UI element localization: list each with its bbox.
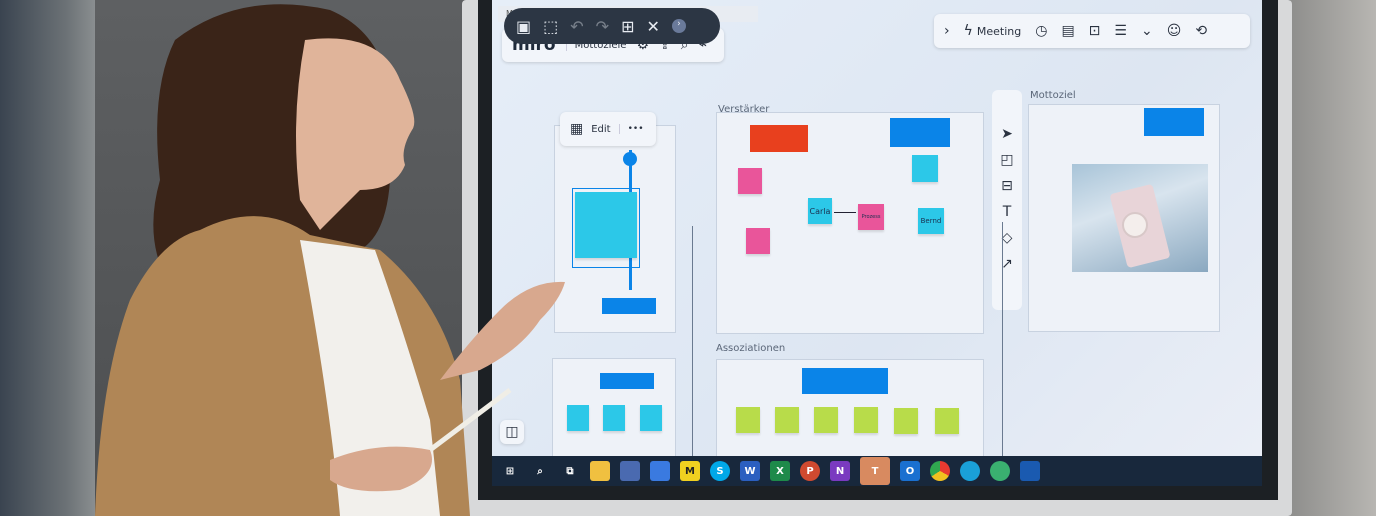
undo-icon[interactable]: ↶ — [570, 16, 584, 36]
sticky-note-lime[interactable] — [935, 408, 959, 434]
background-wall — [0, 0, 95, 516]
file-explorer-icon[interactable] — [590, 461, 610, 481]
select-icon[interactable]: ⬚ — [543, 16, 559, 36]
frame-icon[interactable]: ⊟ — [1001, 178, 1013, 194]
board-name[interactable]: Mottoziele — [565, 39, 626, 51]
chevron-right-icon[interactable]: › — [944, 23, 950, 39]
lower-hand — [330, 446, 432, 492]
search-icon[interactable]: ⌕ — [680, 37, 689, 53]
connector-line — [1002, 222, 1003, 456]
instruction-note[interactable] — [602, 298, 656, 314]
sidebar-icon: ◫ — [505, 424, 519, 440]
floating-toolbar: ▣ ⬚ ↶ ↷ ⊞ ✕ › — [504, 8, 720, 44]
notes-icon[interactable]: ☰ — [1114, 23, 1127, 39]
chevron-right-icon[interactable]: › — [671, 19, 686, 33]
text-icon[interactable]: T — [1002, 204, 1012, 220]
redo-icon[interactable]: ↷ — [595, 16, 610, 36]
left-tool-panel: ➤ ◰ ⊟ T ◇ ↗ — [992, 90, 1022, 310]
sticky-note[interactable] — [567, 405, 589, 431]
sticky-note-icon[interactable]: ◰ — [1000, 152, 1014, 168]
cursor-icon[interactable]: ➤ — [1001, 126, 1013, 142]
resize-handle[interactable] — [623, 152, 637, 166]
meeting-button[interactable]: Meeting — [976, 24, 1022, 38]
collab-toolbar: › ϟ Meeting ◷ ▤ ⊡ ☰ ⌄ ☺ ⟲ — [934, 14, 1250, 48]
background-wall-right — [1290, 0, 1376, 516]
more-button[interactable]: ••• — [618, 124, 644, 134]
task-view-icon[interactable]: ⧉ — [566, 465, 574, 477]
pdf-icon[interactable] — [1020, 461, 1040, 481]
sticky-note-pink[interactable] — [746, 228, 770, 254]
sticky-note-pink[interactable] — [738, 168, 762, 194]
selection-box — [572, 188, 640, 268]
windows-taskbar: ⊞ ⌕ ⧉ M S W X P N T O — [492, 456, 1262, 486]
miro-app-icon[interactable]: M — [680, 461, 700, 481]
frame-title-assoziationen: Assoziationen — [716, 343, 786, 354]
arrow-connector — [834, 212, 856, 213]
excel-icon[interactable]: X — [770, 461, 790, 481]
red-note[interactable] — [750, 125, 808, 152]
close-icon[interactable]: ✕ — [646, 16, 660, 36]
chevrons-down-icon[interactable]: ⌄ — [1140, 23, 1153, 39]
calendar-icon[interactable]: ▦ — [570, 121, 584, 137]
sticky-note-lime[interactable] — [894, 408, 918, 434]
app-icon[interactable] — [620, 461, 640, 481]
card-icon[interactable]: ▤ — [1061, 23, 1075, 39]
plugin-icon[interactable]: ⌁ — [698, 37, 708, 53]
panel-toggle[interactable]: ◫ — [500, 420, 524, 444]
stylus-pen — [428, 388, 512, 452]
shapes-icon[interactable]: ◇ — [1001, 230, 1013, 246]
share-icon[interactable]: ⟲ — [1195, 23, 1208, 39]
chrome-icon[interactable] — [930, 461, 950, 481]
frame-title-mottoziel: Mottoziel — [1030, 90, 1076, 101]
blue-note[interactable] — [890, 118, 950, 147]
teams-icon[interactable]: T — [860, 457, 890, 485]
sticky-note-bernd[interactable]: Bernd — [918, 208, 944, 234]
frame-title-verstaerker: Verstärker — [718, 104, 770, 115]
blue-note[interactable] — [1144, 108, 1204, 136]
layout-icon[interactable]: ⊞ — [621, 16, 635, 36]
edit-button[interactable]: Edit — [591, 123, 611, 135]
edge-icon[interactable] — [960, 461, 980, 481]
sticky-note-selected[interactable] — [575, 192, 637, 258]
skype-icon[interactable]: S — [710, 461, 730, 481]
headphones-coffee-image[interactable] — [1072, 164, 1208, 272]
word-icon[interactable]: W — [740, 461, 760, 481]
app-icon[interactable] — [650, 461, 670, 481]
app-icon[interactable] — [990, 461, 1010, 481]
outlook-icon[interactable]: O — [900, 461, 920, 481]
face — [296, 38, 415, 231]
windows-start-icon[interactable]: ⊞ — [505, 465, 515, 477]
powerpoint-icon[interactable]: P — [800, 461, 820, 481]
question-note[interactable] — [802, 368, 888, 394]
frame-assoziationen[interactable] — [716, 359, 984, 456]
present-icon[interactable]: ⊡ — [1088, 23, 1101, 39]
upload-icon[interactable]: ⇪ — [659, 37, 671, 53]
context-menu: ▦ Edit ••• — [560, 112, 656, 146]
sticky-note-cyan[interactable] — [912, 155, 938, 182]
sticky-note[interactable] — [603, 405, 625, 431]
lightning-icon: ϟ — [963, 23, 973, 39]
reactions-icon[interactable]: ☺ — [1166, 23, 1182, 39]
instruction-note[interactable] — [600, 373, 654, 389]
note-icon[interactable]: ▣ — [516, 16, 532, 36]
coffee-cup — [1122, 212, 1148, 238]
sticky-note-prozess[interactable]: Prozess — [858, 204, 884, 230]
sticky-note-lime[interactable] — [854, 407, 878, 433]
timer-icon[interactable]: ◷ — [1035, 23, 1048, 39]
sticky-note-lime[interactable] — [814, 407, 838, 433]
presenter-person — [95, 4, 565, 516]
sticky-note-lime[interactable] — [736, 407, 760, 433]
sticky-note-carla[interactable]: Carla — [808, 198, 832, 224]
sticky-note-lime[interactable] — [775, 407, 799, 433]
onenote-icon[interactable]: N — [830, 461, 850, 481]
sticky-note[interactable] — [640, 405, 662, 431]
arrow-icon[interactable]: ↗ — [1001, 256, 1013, 272]
miro-screen: Miro miro Mottoziele ⚙ ⇪ ⌕ ⌁ ▣ ⬚ ↶ ↷ ⊞ ✕… — [492, 0, 1262, 456]
search-icon[interactable]: ⌕ — [537, 465, 543, 477]
raised-hand — [440, 281, 565, 380]
connector-line — [692, 226, 693, 456]
